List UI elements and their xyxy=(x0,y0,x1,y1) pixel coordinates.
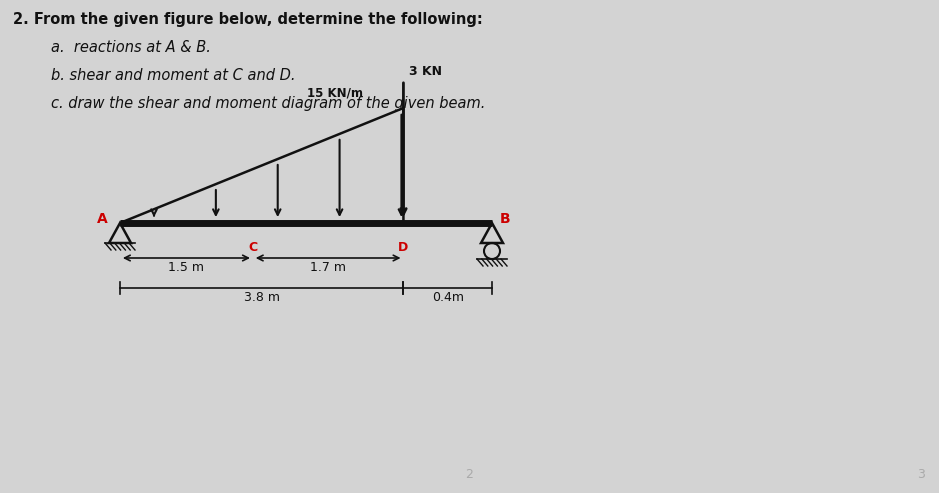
Text: D: D xyxy=(398,241,408,254)
Text: B: B xyxy=(500,212,511,226)
Text: c. draw the shear and moment diagram of the given beam.: c. draw the shear and moment diagram of … xyxy=(51,96,485,111)
Text: A: A xyxy=(98,212,108,226)
Text: 1.5 m: 1.5 m xyxy=(168,261,205,274)
Text: 0.4m: 0.4m xyxy=(432,291,464,304)
Text: C: C xyxy=(248,241,257,254)
Text: 3: 3 xyxy=(917,468,925,481)
Text: 2. From the given figure below, determine the following:: 2. From the given figure below, determin… xyxy=(13,12,483,27)
Text: b. shear and moment at C and D.: b. shear and moment at C and D. xyxy=(51,68,296,83)
Text: a.  reactions at A & B.: a. reactions at A & B. xyxy=(51,40,211,55)
Text: 1.7 m: 1.7 m xyxy=(310,261,346,274)
Text: 15 KN/m: 15 KN/m xyxy=(307,87,363,100)
Text: 3 KN: 3 KN xyxy=(409,65,442,78)
Text: 2: 2 xyxy=(466,468,473,481)
Text: 3.8 m: 3.8 m xyxy=(244,291,280,304)
